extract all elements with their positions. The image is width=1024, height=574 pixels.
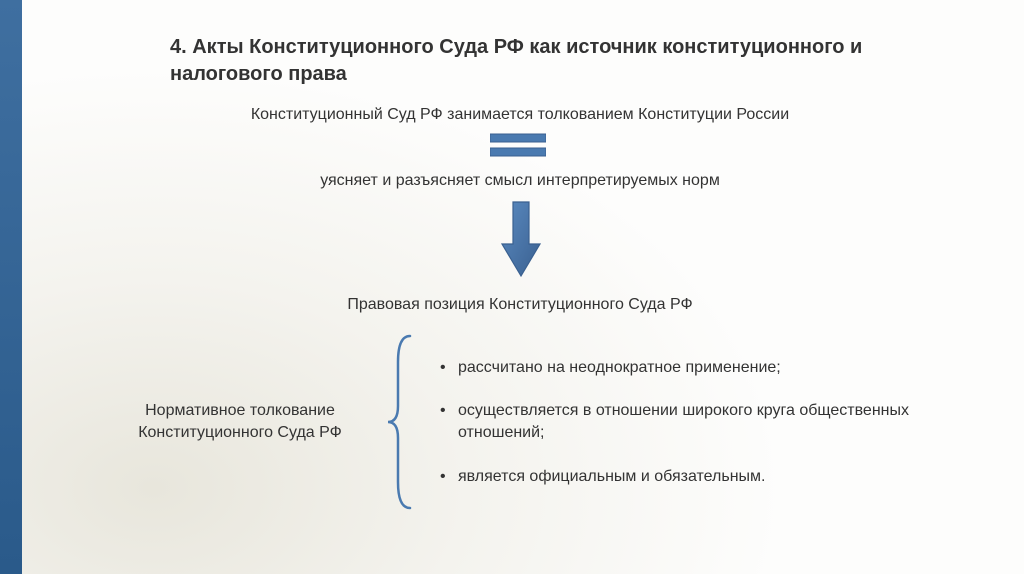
bullets-list: рассчитано на неоднократное применение; … [420, 335, 960, 509]
equals-icon [490, 132, 546, 163]
bullet-item: осуществляется в отношении широкого круг… [440, 400, 960, 443]
subtitle-text: Конституционный Суд РФ занимается толков… [150, 106, 890, 124]
normative-interpretation-label: Нормативное толкование Конституционного … [100, 400, 380, 443]
brace-icon [380, 332, 420, 512]
bottom-content-row: Нормативное толкование Конституционного … [100, 332, 960, 512]
slide-accent-bar [0, 0, 22, 574]
bullet-item: рассчитано на неоднократное применение; [440, 357, 960, 379]
down-arrow-icon [500, 200, 542, 283]
bullet-item: является официальным и обязательным. [440, 466, 960, 488]
clarify-text: уясняет и разъясняет смысл интерпретируе… [150, 172, 890, 190]
legal-position-text: Правовая позиция Конституционного Суда Р… [150, 296, 890, 314]
slide-title: 4. Акты Конституционного Суда РФ как ист… [170, 34, 870, 88]
